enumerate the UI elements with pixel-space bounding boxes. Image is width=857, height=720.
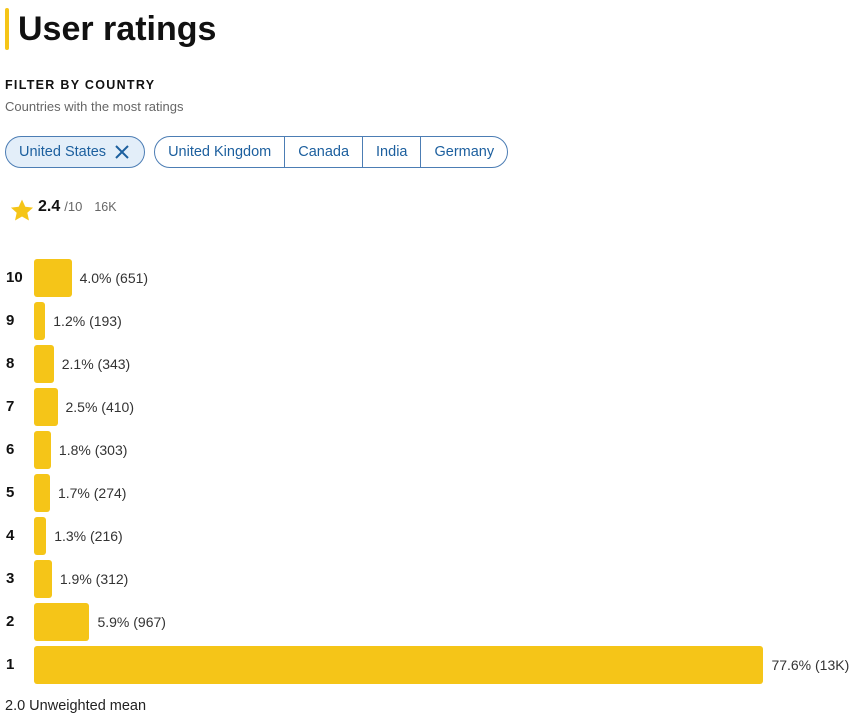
histogram-row: 6 1.8% (303) <box>0 431 857 469</box>
histogram-row: 9 1.2% (193) <box>0 302 857 340</box>
value-label: 1.8% (303) <box>58 442 128 458</box>
histogram-row: 8 2.1% (343) <box>0 345 857 383</box>
rating-count: 16K <box>94 200 117 214</box>
histogram-row: 4 1.3% (216) <box>0 517 857 555</box>
page-title: User ratings <box>18 10 217 48</box>
bar <box>34 517 47 555</box>
bar <box>34 603 90 641</box>
selected-country-chip[interactable]: United States <box>5 136 146 168</box>
rating-value: 2.4 <box>38 198 61 215</box>
histogram-row: 7 2.5% (410) <box>0 388 857 426</box>
value-label: 2.1% (343) <box>61 356 131 372</box>
histogram-row: 2 5.9% (967) <box>0 603 857 641</box>
value-label: 4.0% (651) <box>79 270 149 286</box>
remove-icon[interactable] <box>114 144 130 160</box>
country-chip-group: United Kingdom Canada India Germany <box>154 136 509 168</box>
histogram-row: 3 1.9% (312) <box>0 560 857 598</box>
country-chip[interactable]: India <box>362 137 420 167</box>
rating-label: 9 <box>6 312 15 329</box>
country-chip[interactable]: United Kingdom <box>168 144 272 160</box>
rating-label: 5 <box>6 484 15 501</box>
country-chip[interactable]: Canada <box>284 137 362 167</box>
value-label: 2.5% (410) <box>65 399 134 415</box>
value-label: 1.2% (193) <box>53 313 122 329</box>
histogram-row: 5 1.7% (274) <box>0 474 857 512</box>
bar <box>34 474 50 512</box>
chip-label: United States <box>19 144 107 160</box>
rating-scale: /10 <box>64 199 83 214</box>
value-label: 5.9% (967) <box>97 614 166 630</box>
rating-label: 1 <box>6 656 15 673</box>
filter-subheading: Countries with the most ratings <box>5 99 184 114</box>
title-accent <box>5 8 9 50</box>
bar <box>34 388 58 426</box>
rating-label: 3 <box>6 570 15 587</box>
value-label: 1.3% (216) <box>54 528 123 544</box>
bar <box>34 302 46 340</box>
value-label: 1.9% (312) <box>59 571 129 587</box>
rating-summary: 2.4 /10 16K <box>8 198 117 216</box>
bar <box>34 560 52 598</box>
bar <box>34 646 764 684</box>
value-label: 1.7% (274) <box>57 485 127 501</box>
rating-label: 8 <box>6 355 15 372</box>
rating-label: 2 <box>6 613 15 630</box>
rating-label: 7 <box>6 398 15 415</box>
rating-label: 10 <box>6 269 23 286</box>
bar <box>34 259 72 297</box>
filter-heading: FILTER BY COUNTRY <box>5 78 156 92</box>
rating-label: 4 <box>6 527 15 544</box>
bar <box>34 431 51 469</box>
histogram-row: 10 4.0% (651) <box>0 259 857 297</box>
rating-label: 6 <box>6 441 15 458</box>
country-chips: United States United Kingdom Canada India Ge… <box>5 136 509 168</box>
unweighted-mean: 2.0 Unweighted mean <box>5 698 147 714</box>
country-chip[interactable]: Germany <box>420 137 507 167</box>
histogram-row: 1 77.6% (13K) <box>0 646 857 684</box>
bar <box>34 345 54 383</box>
value-label: 77.6% (13K) <box>771 657 850 673</box>
star-icon <box>10 199 34 221</box>
